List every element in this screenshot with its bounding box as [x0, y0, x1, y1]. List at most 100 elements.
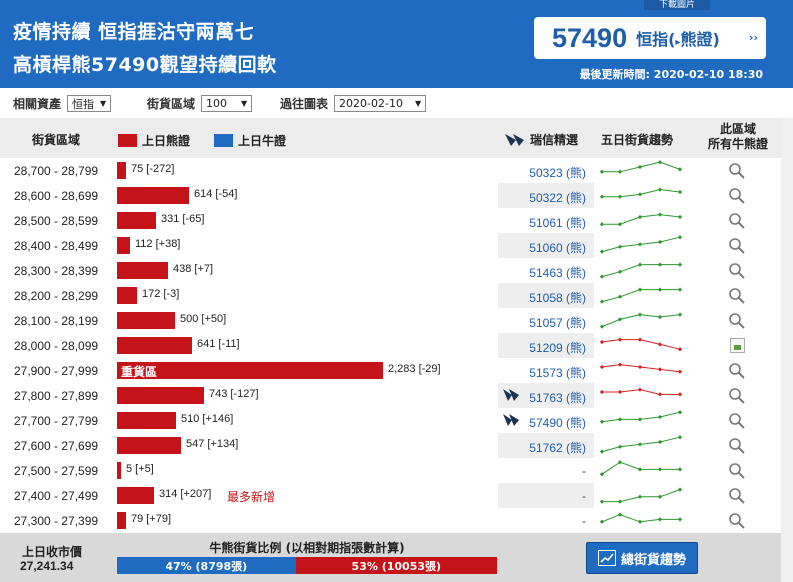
trend-point — [637, 242, 643, 247]
bear-ratio-segment: 53% (10053張) — [295, 557, 497, 574]
search-icon[interactable] — [727, 462, 747, 480]
five-day-trend-sparkline — [599, 362, 683, 374]
trend-point — [677, 392, 683, 397]
bar-value: 314 [+207] — [159, 488, 212, 500]
trend-point — [637, 442, 643, 447]
bear-bar[interactable] — [117, 187, 189, 204]
bar-value: 79 [+79] — [131, 513, 172, 525]
search-icon[interactable] — [727, 512, 747, 530]
pick-cell: 51573 (熊) — [498, 358, 594, 383]
trend-point — [637, 467, 643, 472]
scrollbar[interactable] — [781, 118, 793, 582]
bear-bar[interactable] — [117, 312, 175, 329]
warrant-code-link[interactable]: 51763 (熊) — [529, 391, 586, 405]
warrant-code-link[interactable]: 50323 (熊) — [529, 166, 586, 180]
warrant-code-link[interactable]: 50322 (熊) — [529, 191, 586, 205]
search-icon[interactable] — [727, 362, 747, 380]
bear-bar[interactable] — [117, 162, 126, 179]
warrant-code-link[interactable]: 51057 (熊) — [529, 316, 586, 330]
trend-point — [677, 189, 683, 195]
trend-point — [677, 262, 683, 267]
trend-point — [677, 287, 683, 292]
search-icon[interactable] — [727, 412, 747, 430]
featured-warrant-code[interactable]: 57490 — [552, 22, 628, 53]
broken-image-icon[interactable] — [730, 338, 745, 353]
table-row: 27,800 - 27,899 743 [-127] 51763 (熊) — [0, 383, 781, 408]
search-icon[interactable] — [727, 312, 747, 330]
range-cell: 28,600 - 28,699 — [14, 189, 99, 203]
warrant-code-link[interactable]: 51061 (熊) — [529, 216, 586, 230]
trend-point — [637, 287, 643, 292]
col-pick-label: 瑞信精選 — [530, 133, 579, 147]
bear-bar[interactable] — [117, 337, 192, 354]
more-arrow-icon[interactable]: ›› — [748, 31, 758, 44]
chevron-down-icon: ▼ — [241, 99, 248, 108]
search-icon[interactable] — [727, 162, 747, 180]
search-icon[interactable] — [727, 487, 747, 505]
search-icon[interactable] — [727, 287, 747, 305]
triangle-right-icon: ▸ — [675, 37, 681, 48]
pick-cell: - — [498, 483, 594, 508]
pick-cell: 51060 (熊) — [498, 233, 594, 258]
bar-value: 510 [+146] — [181, 413, 234, 425]
search-icon[interactable] — [727, 237, 747, 255]
table-row: 27,500 - 27,599 5 [+5] - — [0, 458, 781, 483]
bear-bar[interactable] — [117, 512, 126, 529]
warrant-code-link[interactable]: 51060 (熊) — [529, 241, 586, 255]
bear-bar[interactable] — [117, 237, 130, 254]
search-icon[interactable] — [727, 187, 747, 205]
headline-line1: 疫情持續 恒指捱沽守兩萬七 — [13, 21, 255, 43]
bar-value: 614 [-54] — [194, 188, 238, 200]
trend-point — [677, 235, 683, 240]
bar-value: 75 [-272] — [131, 163, 175, 175]
total-trend-button[interactable]: 總街貨趨勢 — [586, 542, 698, 574]
warrant-code-link[interactable]: 51463 (熊) — [529, 266, 586, 280]
asset-select-value: 恒指 — [72, 97, 95, 111]
trend-point — [657, 160, 663, 165]
trend-point — [677, 214, 683, 220]
search-icon[interactable] — [727, 262, 747, 280]
bear-bar[interactable]: 重貨區 — [117, 362, 383, 379]
prev-close-value: 27,241.34 — [20, 559, 74, 573]
featured-warrant-box[interactable]: 57490 恒指(▸熊證) ›› — [534, 17, 766, 59]
trend-point — [599, 194, 605, 199]
search-icon[interactable] — [727, 387, 747, 405]
bear-bar[interactable] — [117, 487, 154, 504]
featured-type: 熊證 — [680, 30, 713, 49]
asset-select[interactable]: 恒指 ▼ — [67, 95, 112, 112]
bear-bar[interactable] — [117, 262, 168, 279]
chart-date-select[interactable]: 2020-02-10 ▼ — [334, 95, 427, 112]
bar-value: 438 [+7] — [173, 263, 214, 275]
trend-point — [657, 262, 663, 267]
warrant-code-link[interactable]: 51762 (熊) — [529, 441, 586, 455]
table-row: 27,300 - 27,399 79 [+79] - — [0, 508, 781, 533]
trend-point — [677, 467, 683, 472]
trend-point — [599, 222, 605, 227]
warrant-code-link[interactable]: 51209 (熊) — [529, 341, 586, 355]
trend-point — [617, 337, 623, 342]
zone-select[interactable]: 100 ▼ — [201, 95, 253, 112]
trend-point — [617, 294, 623, 299]
legend-bull-swatch — [214, 134, 233, 147]
five-day-trend-sparkline — [599, 387, 683, 397]
warrant-code-link[interactable]: 51573 (熊) — [529, 366, 586, 380]
trend-point — [657, 517, 663, 522]
bear-bar[interactable] — [117, 387, 204, 404]
five-day-trend-sparkline — [599, 187, 683, 199]
search-icon[interactable] — [727, 437, 747, 455]
bar-value: 2,283 [-29] — [388, 363, 441, 375]
chevron-down-icon: ▼ — [414, 99, 422, 108]
trend-point — [637, 337, 643, 342]
search-icon[interactable] — [727, 212, 747, 230]
bear-bar[interactable] — [117, 287, 137, 304]
bear-bar[interactable] — [117, 462, 121, 479]
warrant-code-link[interactable]: 51058 (熊) — [529, 291, 586, 305]
trend-point — [677, 435, 683, 440]
bear-bar[interactable] — [117, 437, 181, 454]
bear-bar[interactable] — [117, 412, 176, 429]
download-image-tab[interactable]: 下載圖片 — [644, 0, 710, 10]
trend-point — [617, 169, 623, 174]
bear-bar[interactable] — [117, 212, 156, 229]
warrant-code-link[interactable]: 57490 (熊) — [529, 416, 586, 430]
bar-value: 331 [-65] — [161, 213, 205, 225]
